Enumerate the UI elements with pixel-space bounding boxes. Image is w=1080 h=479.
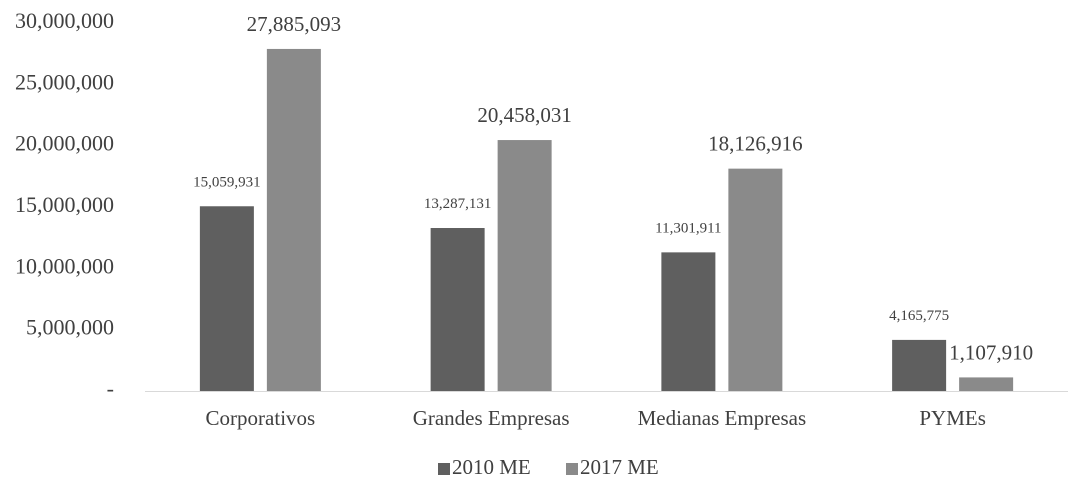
x-tick-label: PYMEs bbox=[919, 406, 986, 430]
y-tick-label: 25,000,000 bbox=[15, 69, 114, 94]
data-label: 4,165,775 bbox=[889, 308, 949, 324]
x-tick-label: Medianas Empresas bbox=[638, 406, 807, 430]
y-axis: - 5,000,000 10,000,000 15,000,000 20,000,000… bbox=[15, 8, 114, 401]
data-labels: 15,059,931 27,885,093 13,287,131 20,458,031… bbox=[193, 12, 1033, 364]
x-tick-label: Grandes Empresas bbox=[413, 406, 570, 430]
x-tick-label: Corporativos bbox=[206, 406, 316, 430]
legend-label: 2017 ME bbox=[580, 455, 659, 479]
bar-2010-me-3 bbox=[892, 339, 947, 391]
x-axis: Corporativos Grandes Empresas Medianas Emp… bbox=[206, 406, 986, 430]
bar-2017-me-2 bbox=[728, 168, 783, 391]
data-label: 27,885,093 bbox=[247, 12, 342, 36]
data-label: 20,458,031 bbox=[477, 103, 572, 127]
y-tick-label: 15,000,000 bbox=[15, 192, 114, 217]
bar-2010-me-0 bbox=[199, 206, 254, 391]
data-label: 13,287,131 bbox=[424, 196, 492, 212]
bar-2017-me-3 bbox=[959, 377, 1014, 391]
y-tick-label: - bbox=[107, 376, 114, 401]
bar-2017-me-0 bbox=[266, 48, 321, 391]
legend-label: 2010 ME bbox=[452, 455, 531, 479]
data-label: 18,126,916 bbox=[708, 132, 803, 156]
legend: 2010 ME 2017 ME bbox=[438, 455, 659, 479]
y-tick-label: 30,000,000 bbox=[15, 8, 114, 33]
bars bbox=[199, 48, 1014, 391]
data-label: 1,107,910 bbox=[949, 340, 1033, 364]
bar-2010-me-2 bbox=[661, 252, 716, 391]
y-tick-label: 20,000,000 bbox=[15, 131, 114, 156]
bar-2010-me-1 bbox=[430, 228, 485, 391]
data-label: 11,301,911 bbox=[655, 220, 721, 236]
y-tick-label: 5,000,000 bbox=[26, 315, 114, 340]
bar-2017-me-1 bbox=[497, 140, 552, 391]
legend-swatch bbox=[566, 463, 578, 475]
y-tick-label: 10,000,000 bbox=[15, 253, 114, 278]
data-label: 15,059,931 bbox=[193, 174, 261, 190]
legend-swatch bbox=[438, 463, 450, 475]
